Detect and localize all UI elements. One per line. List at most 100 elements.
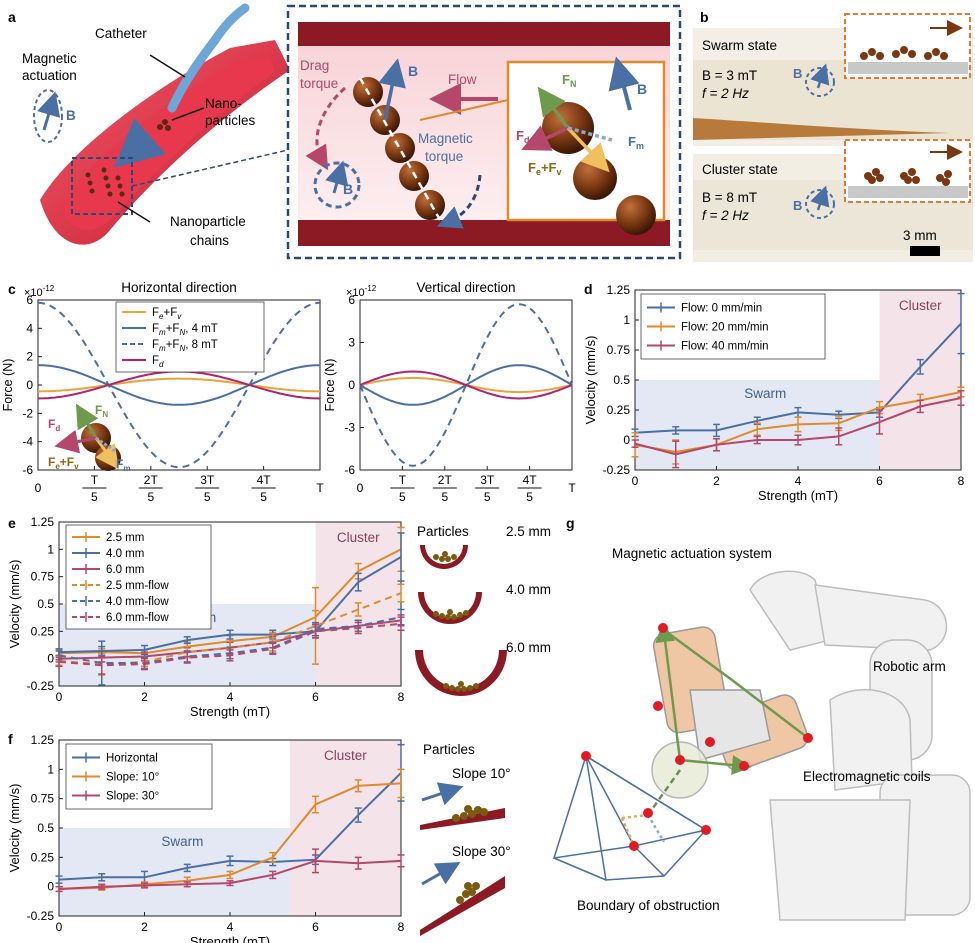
e-legend-entry-5: 6.0 mm-flow [106,612,169,624]
f-errorbar [226,880,234,887]
f-errorbar [397,854,405,868]
e-xtick: 2 [141,690,148,704]
f-errorbar [226,870,234,880]
chains-label-2: chains [190,233,229,248]
c-horizontal-ytick: 0 [26,378,33,392]
tube-6-0mm [415,650,507,696]
nanoparticles-label-2: particles [205,113,256,128]
c-vertical-title: Vertical direction [416,280,515,295]
scale-label: 3 mm [903,228,937,243]
d-ytick: 0.75 [607,343,631,357]
catheter-label: Catheter [95,26,147,41]
c-horizontal-xtick-num: 2T [144,473,159,487]
e-size-2-5: 2.5 mm [506,524,551,539]
c-inset-fn: FN [95,403,108,419]
cluster-state-title: Cluster state [702,162,778,177]
c-vertical-xtick: 0 [357,481,364,495]
d-ytick: -0.25 [603,463,631,477]
c-horizontal-ytick: 6 [26,293,33,307]
c-legend-entry-1: Fm+FN, 4 mT [152,323,218,337]
e-legend-entry-0: 2.5 mm [106,532,144,544]
c-horizontal-ytick: -4 [22,435,33,449]
f-ytick: 0.5 [37,821,54,835]
e-ytick: 0 [47,652,54,666]
b-field-label-a: B [66,108,76,123]
c-vertical-xtick-den: 5 [484,490,491,504]
e-legend-entry-4: 4.0 mm-flow [106,596,169,608]
f-legend-entry-0: Horizontal [106,753,158,765]
d-xtick: 4 [795,474,802,488]
f-ytick: 1.25 [31,733,55,747]
f-errorbar [269,870,277,880]
f-particles-title: Particles [423,742,475,757]
c-horizontal-ytick: 4 [26,321,33,335]
c-vertical-series-2 [359,303,573,467]
c-vertical-ylabel: Force (N) [323,359,337,412]
c-vertical-ytick: -6 [344,463,355,477]
e-size-4-0: 4.0 mm [506,582,551,597]
panel-letter-c: c [8,281,16,297]
d-errorbar [876,409,883,435]
e-errorbar [98,655,106,675]
e-legend-entry-1: 4.0 mm [106,548,144,560]
f-xtick: 2 [141,920,148,934]
e-ytick: 1.25 [31,515,55,529]
g-title: Magnetic actuation system [612,546,772,561]
electromagnetic-coils [651,626,809,799]
c-vertical-ytick: 6 [348,293,355,307]
e-size-6-0: 6.0 mm [506,640,551,655]
panel-letter-a: a [8,9,16,25]
boundary-label: Boundary of obstruction [577,898,720,913]
c-vertical-exponent: ×10-12 [346,284,377,299]
f-errorbar [141,882,148,889]
c-horizontal-ytick: -2 [22,406,33,420]
d-errorbar [957,390,965,406]
d-xtick: 6 [876,474,883,488]
f-errorbar [312,795,319,814]
d-cluster-label: Cluster [899,298,942,313]
e-ylabel: Velocity (mm/s) [7,560,22,649]
f-errorbar [226,855,234,867]
c-vertical-xtick-num: 3T [480,473,495,487]
e-ytick: -0.25 [27,679,55,693]
magnetic-actuation-label-2: actuation [22,68,77,83]
d-xlabel: Strength (mT) [758,488,838,503]
e-legend-entry-3: 2.5 mm-flow [106,580,169,592]
panel-a: a Catheter Magnetic actuation B Nano- pa… [8,3,682,260]
c-vertical-ytick: 3 [348,336,355,350]
e-errorbar [354,572,362,592]
e-errorbar [354,602,362,617]
c-vertical-xtick-den: 5 [526,490,533,504]
c-horizontal-title: Horizontal direction [121,280,237,295]
f-ytick: 0 [47,880,54,894]
c-legend-entry-2: Fm+FN, 8 mT [152,339,218,353]
panel-g: g Magnetic actuation system Robotic arm … [552,515,971,921]
f-errorbar [354,779,362,793]
e-xtick: 8 [398,690,405,704]
f-errorbar [269,851,277,863]
swarm-f-value: f = 2 Hz [702,86,749,101]
c-horizontal-series-0 [38,377,320,393]
d-cluster-region [879,290,961,470]
c-horizontal-series-2 [37,301,321,469]
c-vertical-series-3 [359,370,573,400]
e-errorbar [141,657,148,671]
c-vertical-xtick-den: 5 [399,490,406,504]
d-errorbar [713,438,720,452]
f-xtick: 6 [312,920,319,934]
d-errorbar [631,439,639,448]
c-horizontal-ytick: -6 [22,463,33,477]
cluster-b-value: B = 8 mT [702,190,757,205]
c-inset-fefv: Fe+Fv [48,455,79,471]
d-ytick: 0.5 [613,373,630,387]
f-ytick: 0.75 [31,792,55,806]
c-vertical-xtick: T [568,481,576,495]
scale-bar [910,246,940,256]
d-errorbar [672,426,680,435]
coils-label: Electromagnetic coils [803,769,931,784]
c-vertical-ytick: 0 [348,378,355,392]
f-ylabel: Velocity (mm/s) [7,784,22,873]
magnetic-torque-label-1: Magnetic [418,131,473,146]
